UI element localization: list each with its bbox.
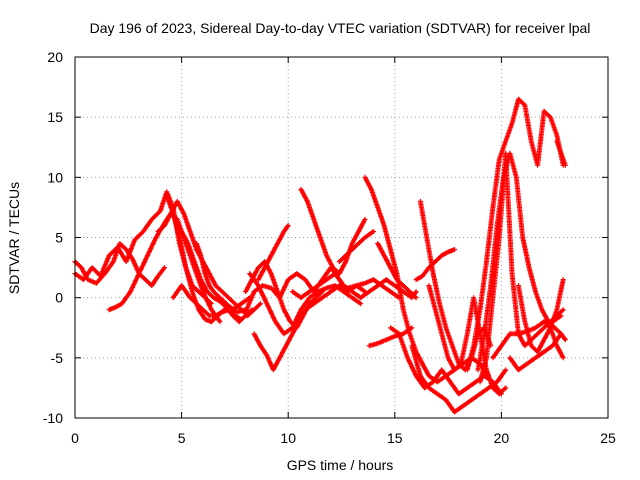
series-sat-m (255, 223, 291, 283)
chart-title: Day 196 of 2023, Sidereal Day-to-day VTE… (90, 20, 591, 36)
data-point-markers (375, 241, 419, 301)
series-sat-n (298, 186, 368, 277)
series-sat-ae (541, 319, 566, 361)
data-point-markers (243, 259, 325, 331)
x-tick-label: 10 (280, 430, 296, 446)
data-point-markers (194, 241, 253, 313)
data-point-markers (541, 319, 566, 361)
series-sat-w (409, 343, 509, 415)
data-point-markers (298, 186, 368, 277)
x-tick-label: 15 (387, 430, 403, 446)
y-axis-label: SDTVAR / TECUs (6, 182, 22, 294)
data-point-markers (464, 96, 566, 373)
y-tick-label: -10 (43, 410, 63, 426)
ticks-layer: 0 5 10 15 20 25 -10 -5 0 5 10 15 20 (43, 49, 616, 446)
data-point-markers (409, 343, 509, 415)
series-sat-p (336, 229, 376, 265)
data-point-markers (255, 223, 291, 283)
series-sat-af (554, 138, 568, 168)
y-tick-label: 10 (47, 169, 63, 185)
y-tick-label: 15 (47, 109, 63, 125)
series-sat-l (243, 259, 325, 331)
series-sat-y (464, 96, 566, 373)
y-tick-label: 0 (55, 290, 63, 306)
x-tick-label: 0 (71, 430, 79, 446)
y-tick-label: 5 (55, 230, 63, 246)
series-sat-f (179, 229, 255, 325)
y-tick-label: -5 (51, 350, 64, 366)
data-point-markers (179, 229, 255, 325)
x-tick-label: 25 (600, 430, 616, 446)
points-layer (72, 96, 568, 415)
series-sat-g (194, 241, 253, 313)
data-point-markers (554, 138, 568, 168)
series-sat-r (375, 241, 419, 301)
data-point-markers (336, 229, 376, 265)
x-axis-label: GPS time / hours (287, 457, 394, 473)
data-point-markers (247, 271, 364, 337)
series-sat-k (247, 271, 364, 337)
y-tick-label: 20 (47, 49, 63, 65)
series-sat-o (290, 271, 419, 301)
x-tick-label: 5 (178, 430, 186, 446)
x-tick-label: 20 (494, 430, 510, 446)
data-point-markers (290, 271, 419, 301)
